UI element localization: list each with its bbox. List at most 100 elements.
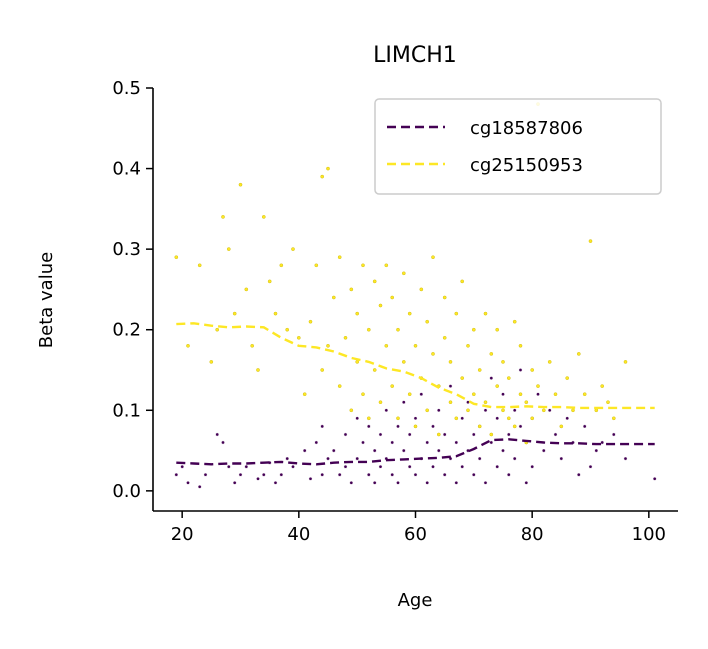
point-cg25150953-103 bbox=[582, 392, 587, 397]
y-tick-label-0.1: 0.1 bbox=[112, 400, 141, 421]
point-cg25150953-4 bbox=[215, 327, 219, 332]
point-cg25150953-41 bbox=[378, 303, 383, 308]
point-cg18587806-76 bbox=[495, 464, 500, 469]
point-cg18587806-47 bbox=[407, 432, 412, 437]
point-cg25150953-49 bbox=[401, 271, 406, 276]
x-axis-label: Age bbox=[398, 590, 433, 611]
point-cg25150953-38 bbox=[372, 279, 377, 284]
point-cg18587806-21 bbox=[320, 472, 325, 477]
y-tick-label-0.3: 0.3 bbox=[112, 239, 141, 260]
point-cg18587806-89 bbox=[530, 464, 535, 469]
point-cg18587806-19 bbox=[308, 476, 313, 481]
point-cg18587806-11 bbox=[256, 476, 260, 481]
point-cg25150953-68 bbox=[460, 376, 465, 380]
point-cg25150953-107 bbox=[606, 400, 610, 405]
point-cg25150953-37 bbox=[366, 416, 371, 421]
point-cg25150953-28 bbox=[337, 255, 342, 260]
point-cg18587806-53 bbox=[425, 480, 430, 485]
point-cg25150953-45 bbox=[390, 295, 395, 300]
point-cg25150953-109 bbox=[623, 360, 628, 364]
point-cg25150953-97 bbox=[547, 360, 552, 364]
point-cg18587806-54 bbox=[431, 424, 435, 429]
point-cg18587806-56 bbox=[436, 448, 441, 453]
point-cg18587806-40 bbox=[390, 472, 395, 477]
point-cg18587806-81 bbox=[506, 472, 511, 477]
point-cg18587806-6 bbox=[221, 440, 225, 445]
point-cg18587806-24 bbox=[331, 448, 336, 453]
point-cg25150953-14 bbox=[273, 311, 278, 316]
point-cg18587806-5 bbox=[215, 432, 219, 437]
point-cg18587806-75 bbox=[489, 376, 494, 380]
points-cg18587806 bbox=[174, 368, 657, 489]
point-cg25150953-42 bbox=[384, 343, 389, 348]
point-cg18587806-52 bbox=[425, 440, 430, 445]
legend-label-cg25150953: cg25150953 bbox=[470, 155, 583, 176]
point-cg25150953-102 bbox=[577, 352, 581, 356]
point-cg18587806-28 bbox=[349, 480, 354, 485]
point-cg18587806-8 bbox=[232, 480, 237, 485]
point-cg25150953-50 bbox=[407, 392, 412, 397]
point-cg18587806-36 bbox=[378, 432, 383, 437]
x-tick-label-40: 40 bbox=[287, 524, 310, 545]
point-cg25150953-35 bbox=[361, 392, 365, 397]
point-cg25150953-17 bbox=[291, 247, 295, 251]
point-cg25150953-29 bbox=[343, 335, 348, 340]
point-cg25150953-100 bbox=[565, 376, 570, 380]
point-cg25150953-26 bbox=[331, 295, 336, 300]
point-cg25150953-24 bbox=[326, 166, 330, 171]
point-cg18587806-10 bbox=[244, 464, 249, 469]
point-cg18587806-3 bbox=[197, 484, 202, 489]
point-cg25150953-3 bbox=[209, 360, 214, 364]
point-cg25150953-53 bbox=[413, 343, 418, 348]
point-cg18587806-99 bbox=[588, 464, 593, 469]
point-cg25150953-19 bbox=[302, 392, 307, 397]
point-cg25150953-84 bbox=[506, 416, 511, 421]
point-cg25150953-25 bbox=[326, 343, 330, 348]
point-cg18587806-69 bbox=[471, 472, 476, 477]
point-cg18587806-59 bbox=[442, 432, 447, 437]
point-cg25150953-106 bbox=[600, 384, 605, 388]
point-cg18587806-45 bbox=[401, 400, 406, 405]
point-cg25150953-21 bbox=[314, 263, 319, 268]
point-cg18587806-43 bbox=[396, 480, 400, 485]
legend: cg18587806 cg25150953 bbox=[374, 98, 662, 195]
point-cg25150953-11 bbox=[256, 368, 260, 372]
point-cg25150953-52 bbox=[413, 424, 418, 429]
point-cg18587806-35 bbox=[372, 480, 377, 485]
y-tick-label-0.2: 0.2 bbox=[112, 320, 141, 341]
point-cg18587806-38 bbox=[384, 408, 389, 413]
point-cg25150953-92 bbox=[530, 368, 535, 372]
point-cg25150953-47 bbox=[396, 327, 400, 332]
point-cg25150953-5 bbox=[221, 215, 225, 219]
point-cg25150953-33 bbox=[355, 360, 360, 364]
point-cg25150953-51 bbox=[407, 311, 412, 316]
point-cg18587806-79 bbox=[501, 392, 505, 397]
point-cg25150953-77 bbox=[483, 400, 488, 405]
point-cg25150953-39 bbox=[372, 368, 377, 372]
point-cg25150953-56 bbox=[425, 408, 430, 413]
point-cg25150953-86 bbox=[512, 319, 517, 324]
point-cg18587806-57 bbox=[436, 408, 441, 413]
point-cg18587806-77 bbox=[495, 416, 500, 421]
point-cg25150953-16 bbox=[285, 327, 290, 332]
point-cg18587806-104 bbox=[652, 476, 657, 481]
point-cg25150953-104 bbox=[588, 239, 593, 243]
point-cg25150953-2 bbox=[197, 263, 202, 268]
point-cg18587806-12 bbox=[261, 472, 266, 477]
point-cg25150953-58 bbox=[431, 352, 435, 356]
point-cg18587806-20 bbox=[314, 440, 319, 445]
point-cg18587806-80 bbox=[506, 432, 511, 437]
legend-label-cg18587806: cg18587806 bbox=[470, 118, 583, 139]
point-cg18587806-55 bbox=[431, 464, 435, 469]
point-cg18587806-95 bbox=[565, 416, 570, 421]
x-ticks: 20 40 60 80 100 bbox=[171, 511, 666, 545]
point-cg18587806-31 bbox=[361, 440, 365, 445]
point-cg25150953-83 bbox=[501, 360, 505, 364]
point-cg18587806-25 bbox=[337, 472, 342, 477]
point-cg18587806-94 bbox=[559, 456, 564, 461]
x-tick-label-100: 100 bbox=[632, 524, 666, 545]
point-cg25150953-30 bbox=[349, 287, 354, 292]
point-cg25150953-98 bbox=[553, 392, 558, 397]
